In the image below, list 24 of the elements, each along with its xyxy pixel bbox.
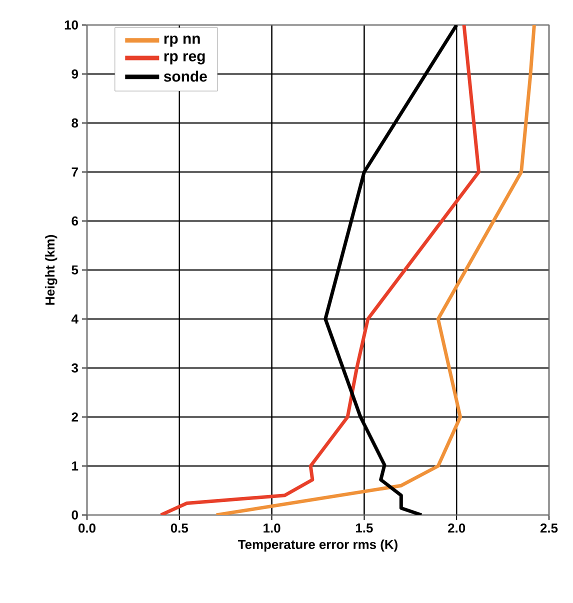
y-tick-label: 4 [71,314,78,324]
legend-label: rp nn [164,36,200,47]
y-axis-title: Height (km) [45,235,58,305]
x-tick-label: 0.5 [170,524,188,533]
y-tick-label: 10 [64,20,78,30]
y-tick-label: 3 [72,363,78,373]
y-tick-label: 0 [72,510,78,520]
y-tick-label: 5 [72,265,78,275]
x-tick-label: 1.0 [264,524,280,533]
x-tick-label: 2.5 [540,524,558,533]
x-axis-title: Temperature error rms (K) [238,540,398,552]
line-series [159,24,481,515]
legend-label: sonde [164,70,207,82]
y-tick-label: 2 [72,412,78,422]
x-tick-label: 0.0 [78,524,96,533]
x-tick-label: 1.5 [356,524,373,533]
y-tick-label: 8 [72,118,78,128]
y-tick-label: 7 [72,168,78,176]
y-tick-label: 6 [72,216,78,226]
x-tick-label: 2.0 [448,524,466,533]
y-tick-label: 9 [72,69,78,79]
y-tick-label: 1 [72,462,78,470]
legend-label: rp reg [164,53,205,64]
line-series [214,24,536,515]
